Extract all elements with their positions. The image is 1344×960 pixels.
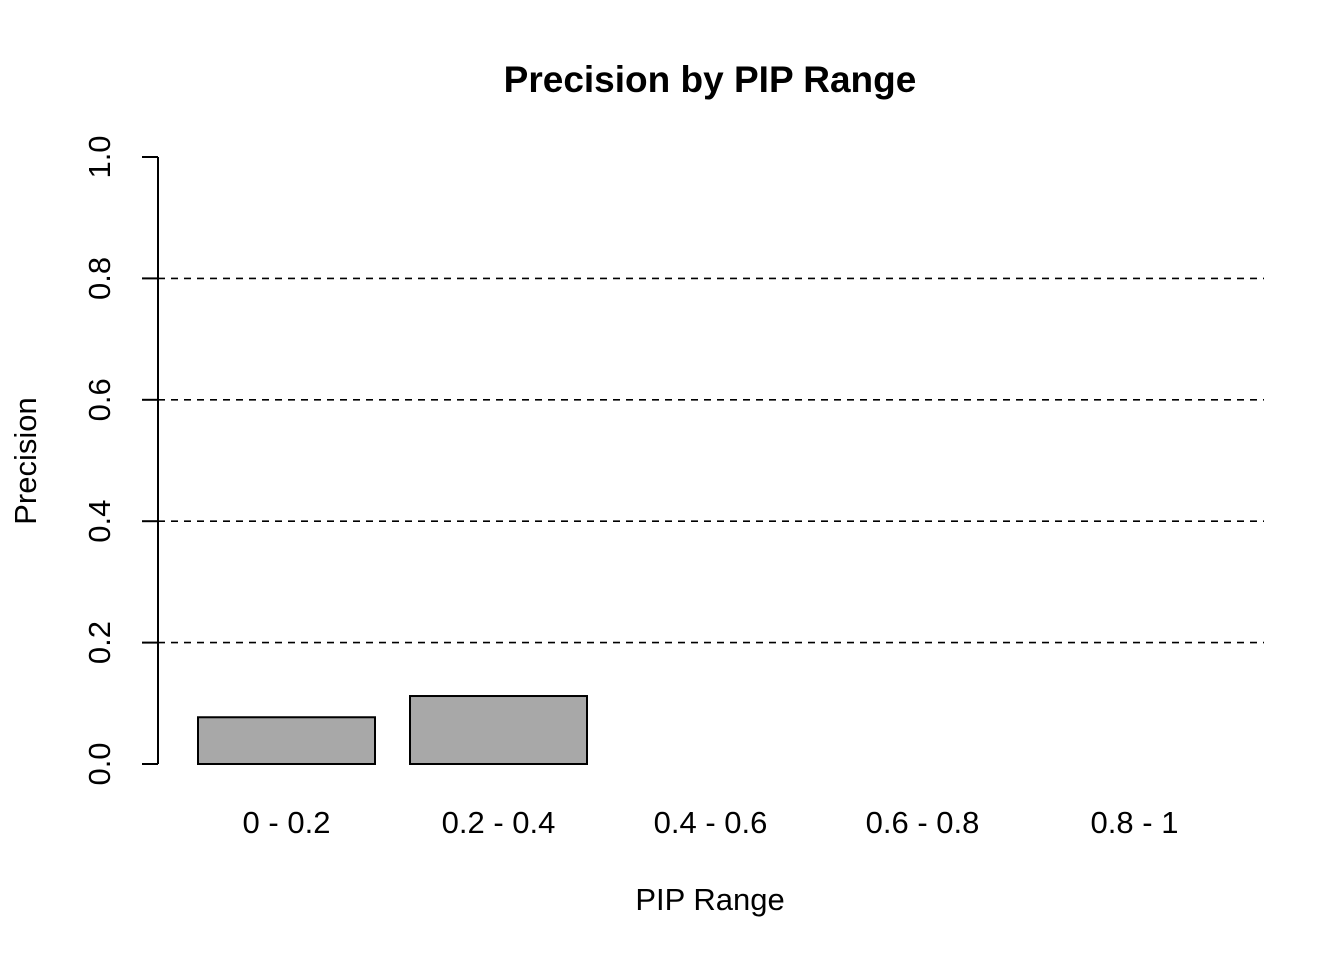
x-tick-label-2: 0.4 - 0.6 <box>654 805 768 840</box>
x-tick-label-0: 0 - 0.2 <box>243 805 331 840</box>
y-tick-label-0: 0.0 <box>82 742 117 785</box>
y-tick-label-4: 0.8 <box>82 257 117 300</box>
bar-1 <box>409 695 588 765</box>
y-tick-label-1: 0.2 <box>82 621 117 664</box>
bar-0 <box>197 716 376 765</box>
chart-title: Precision by PIP Range <box>504 59 917 100</box>
y-tick-label-3: 0.6 <box>82 378 117 421</box>
y-axis-label: Precision <box>8 397 43 525</box>
y-tick-label-2: 0.4 <box>82 500 117 543</box>
gridlines <box>158 277 1264 644</box>
bars <box>197 695 588 765</box>
x-axis-label: PIP Range <box>635 882 784 917</box>
x-tick-label-3: 0.6 - 0.8 <box>866 805 980 840</box>
x-tick-label-1: 0.2 - 0.4 <box>442 805 556 840</box>
x-tick-labels: 0 - 0.2 0.2 - 0.4 0.4 - 0.6 0.6 - 0.8 0.8 - … <box>243 805 1179 840</box>
y-axis: 0.0 0.2 0.4 0.6 0.8 1.0 <box>82 135 159 786</box>
x-tick-label-4: 0.8 - 1 <box>1091 805 1179 840</box>
y-tick-label-5: 1.0 <box>82 135 117 178</box>
